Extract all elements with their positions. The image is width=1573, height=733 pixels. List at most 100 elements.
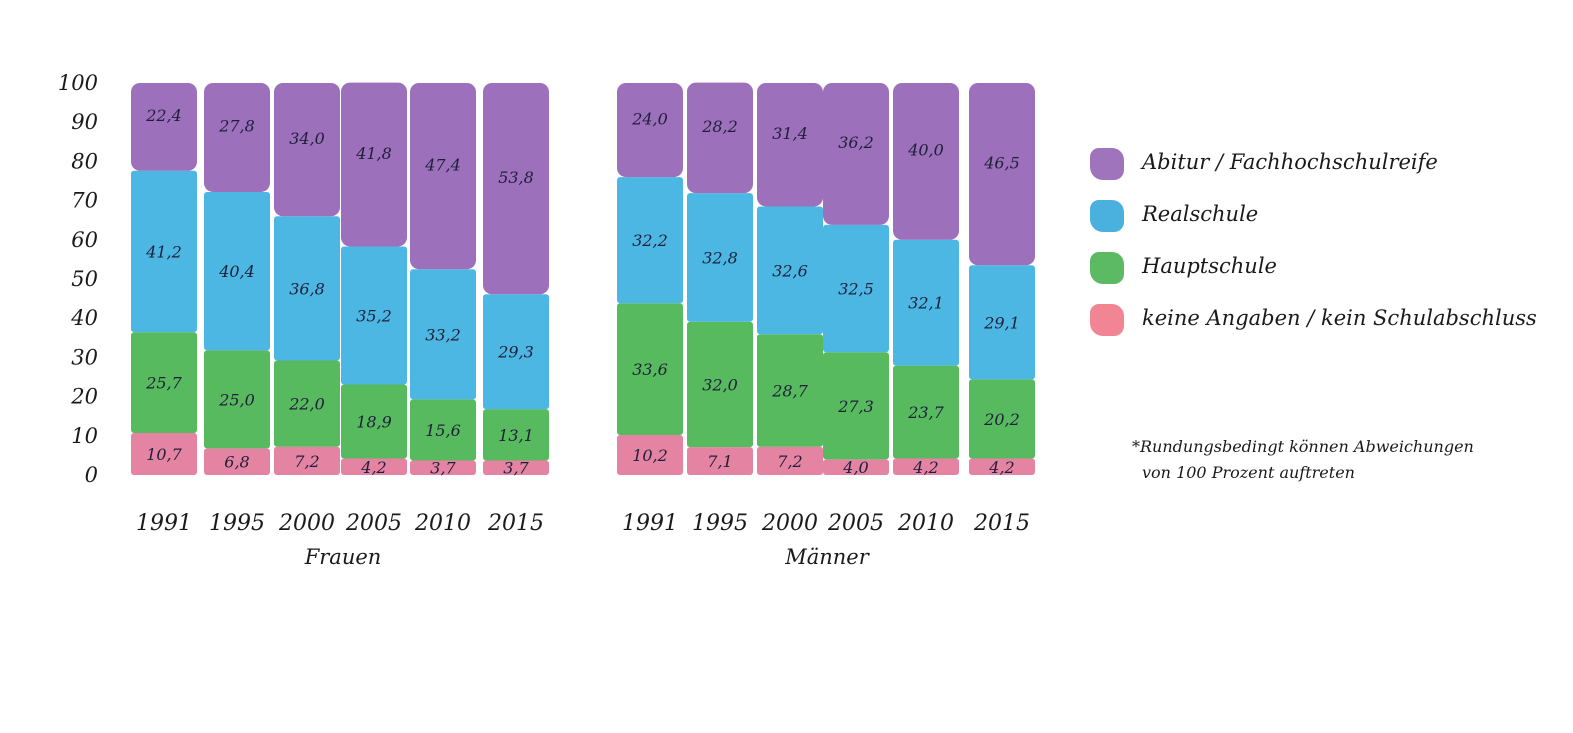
data-label-realschule: 29,1 xyxy=(983,313,1020,332)
x-tick-label: 1991 xyxy=(622,511,678,536)
data-label-hauptschule: 33,6 xyxy=(632,360,668,379)
data-label-keine-angaben: 7,2 xyxy=(777,452,802,471)
bar-segment-hauptschule xyxy=(757,334,823,447)
x-tick-label: 1995 xyxy=(692,511,748,536)
bar-segment-hauptschule xyxy=(274,360,340,447)
y-tick-label: 70 xyxy=(71,189,98,213)
data-label-abitur: 41,8 xyxy=(355,144,392,163)
legend-item-keine-angaben: keine Angaben / kein Schulabschluss xyxy=(1090,302,1560,354)
x-tick-label: 2005 xyxy=(345,511,402,536)
data-label-abitur: 34,0 xyxy=(289,129,325,148)
x-tick-label: 1995 xyxy=(209,511,265,536)
stacked-bar: 6,8 25,0 40,4 27,8 xyxy=(204,83,270,475)
footnote: *Rundungsbedingt können Abweichungen von… xyxy=(1132,434,1474,486)
footnote-line-1: *Rundungsbedingt können Abweichungen xyxy=(1132,437,1474,456)
stacked-bar: 4,2 18,9 35,2 41,8 xyxy=(341,82,407,477)
stacked-bar: 4,2 20,2 29,1 46,5 xyxy=(969,83,1035,477)
stacked-bar: 4,2 23,7 32,1 40,0 xyxy=(893,83,959,477)
data-label-keine-angaben: 7,1 xyxy=(707,452,732,471)
bar-segment-abitur xyxy=(757,83,823,207)
data-label-keine-angaben: 10,7 xyxy=(146,445,182,464)
bar-segment-abitur xyxy=(131,83,197,171)
data-label-hauptschule: 15,6 xyxy=(425,421,461,440)
data-label-abitur: 27,8 xyxy=(218,117,255,136)
y-tick-label: 50 xyxy=(71,267,98,291)
data-label-keine-angaben: 3,7 xyxy=(430,459,456,478)
y-tick-label: 60 xyxy=(71,228,98,252)
bar-segment-keine-angaben xyxy=(687,447,753,475)
group-label: Männer xyxy=(784,545,871,569)
stacked-bar: 10,2 33,6 32,2 24,0 xyxy=(617,83,683,475)
y-tick-label: 100 xyxy=(58,71,98,95)
y-tick-label: 40 xyxy=(70,306,98,330)
data-label-keine-angaben: 4,2 xyxy=(988,458,1014,477)
data-label-keine-angaben: 4,2 xyxy=(360,458,386,477)
stacked-bar: 7,2 28,7 32,6 31,4 xyxy=(757,83,823,475)
bar-segment-hauptschule xyxy=(341,384,407,459)
bar-segment-keine-angaben xyxy=(131,433,197,475)
bar-segment-realschule xyxy=(341,246,407,385)
bar-segment-abitur xyxy=(687,82,753,194)
bar-segment-keine-angaben xyxy=(757,446,823,475)
x-tick-label: 2005 xyxy=(827,511,884,536)
stacked-bar: 3,7 15,6 33,2 47,4 xyxy=(410,83,476,478)
bar-segment-hauptschule xyxy=(131,332,197,434)
x-tick-label: 1991 xyxy=(136,511,192,536)
data-label-hauptschule: 18,9 xyxy=(356,412,392,431)
bar-segment-abitur xyxy=(823,83,889,225)
data-label-abitur: 31,4 xyxy=(772,124,808,143)
legend-label-abitur: Abitur / Fachhochschulreife xyxy=(1142,150,1438,174)
legend-swatch-hauptschule xyxy=(1090,252,1124,284)
data-label-realschule: 32,6 xyxy=(772,261,808,280)
bar-segment-hauptschule xyxy=(204,350,270,449)
data-label-abitur: 46,5 xyxy=(983,153,1020,172)
y-tick-label: 0 xyxy=(85,463,98,487)
bar-segment-abitur xyxy=(969,83,1035,266)
bar-segment-realschule xyxy=(757,206,823,335)
bar-segment-keine-angaben xyxy=(204,448,270,475)
data-label-keine-angaben: 7,2 xyxy=(294,452,319,471)
bar-segment-hauptschule xyxy=(687,321,753,448)
bar-segment-hauptschule xyxy=(969,379,1035,459)
data-label-abitur: 53,8 xyxy=(498,168,534,187)
data-label-abitur: 22,4 xyxy=(145,106,182,125)
bar-segment-hauptschule xyxy=(410,399,476,461)
y-tick-label: 90 xyxy=(71,110,98,134)
bar-segment-keine-angaben xyxy=(341,458,407,475)
data-label-realschule: 32,8 xyxy=(702,248,738,267)
data-label-realschule: 35,2 xyxy=(356,306,392,325)
x-tick-label: 2010 xyxy=(897,511,954,536)
bar-segment-realschule xyxy=(204,191,270,351)
bar-segment-abitur xyxy=(483,83,549,295)
group-labels: Frauen Männer xyxy=(304,545,871,569)
bar-segment-keine-angaben xyxy=(410,460,476,475)
data-label-keine-angaben: 6,8 xyxy=(224,453,249,472)
data-label-keine-angaben: 10,2 xyxy=(632,446,668,465)
data-label-realschule: 40,4 xyxy=(218,262,255,281)
data-label-abitur: 24,0 xyxy=(631,109,668,128)
stacked-bar: 10,7 25,7 41,2 22,4 xyxy=(131,83,197,475)
data-label-realschule: 32,1 xyxy=(908,294,944,313)
data-label-hauptschule: 13,1 xyxy=(498,426,534,445)
bar-segment-realschule xyxy=(823,224,889,353)
x-tick-label: 2000 xyxy=(278,511,335,536)
data-label-hauptschule: 32,0 xyxy=(702,375,738,394)
data-label-abitur: 36,2 xyxy=(838,133,874,152)
bar-segment-realschule xyxy=(969,265,1035,380)
data-label-abitur: 40,0 xyxy=(907,141,944,160)
legend: Abitur / Fachhochschulreife Realschule H… xyxy=(1090,146,1560,354)
legend-item-realschule: Realschule xyxy=(1090,198,1560,250)
bar-segment-realschule xyxy=(893,239,959,366)
legend-swatch-abitur xyxy=(1090,148,1124,180)
bar-segment-realschule xyxy=(274,216,340,361)
legend-swatch-realschule xyxy=(1090,200,1124,232)
y-tick-label: 80 xyxy=(71,149,98,173)
bar-segment-keine-angaben xyxy=(969,458,1035,475)
data-label-abitur: 47,4 xyxy=(424,156,461,175)
data-label-hauptschule: 20,2 xyxy=(983,410,1020,429)
data-label-realschule: 41,2 xyxy=(145,243,182,262)
bar-segment-realschule xyxy=(687,193,753,322)
bar-segment-keine-angaben xyxy=(893,458,959,475)
bar-segment-realschule xyxy=(131,170,197,333)
